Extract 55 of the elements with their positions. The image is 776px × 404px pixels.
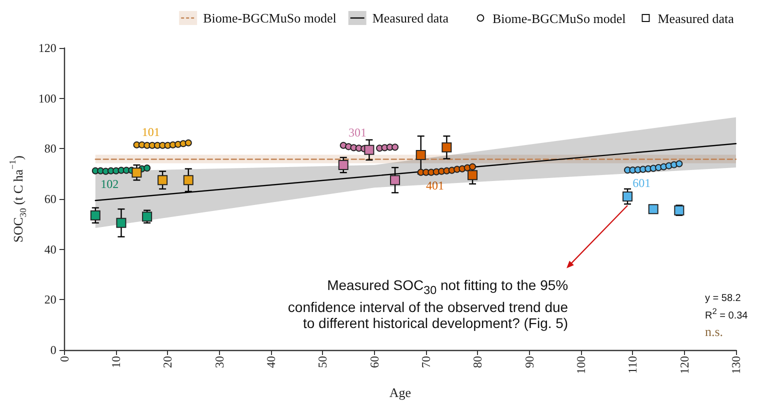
x-tick-label: 0 <box>57 356 72 362</box>
point <box>142 212 152 222</box>
point <box>622 191 633 202</box>
point <box>90 210 100 220</box>
x-tick-label: 40 <box>264 356 278 368</box>
x-tick-label: 100 <box>574 356 588 374</box>
point <box>158 175 168 186</box>
point <box>116 218 126 228</box>
y-tick-label: 80 <box>44 142 56 156</box>
point <box>392 144 399 151</box>
y-axis-title: SOC30 (t C ha−1) <box>8 155 28 243</box>
point <box>469 163 476 170</box>
point <box>132 168 142 178</box>
point <box>468 170 478 180</box>
x-tick-label: 50 <box>316 356 330 368</box>
x-tick-label: 80 <box>470 356 485 368</box>
x-tick-label: 30 <box>212 356 226 368</box>
x-tick-label: 120 <box>677 356 692 374</box>
series-label: 601 <box>632 176 651 190</box>
x-tick-label: 20 <box>160 356 175 368</box>
annotation: Measured SOC$_{30}$ not fitting to the 95% confidence interval of the observed trend due to different historical development? (Fig. 5) <box>286 277 568 331</box>
x-tick-label: 110 <box>626 356 640 374</box>
text: Biome-BGCMuSo model <box>492 11 626 27</box>
x-tick-label: 130 <box>729 356 743 374</box>
point <box>184 139 192 146</box>
y-tick-label: 0 <box>50 343 56 357</box>
legend-label: Biome-BGCMuSo model <box>203 10 337 26</box>
point <box>416 150 426 160</box>
point <box>676 160 683 168</box>
point <box>338 160 348 170</box>
annotation: y = 58.2 <box>705 293 741 304</box>
series-label: 101 <box>142 124 160 139</box>
annotation: n.s. <box>705 324 724 340</box>
point <box>442 142 452 152</box>
text: Measured data <box>658 11 734 27</box>
y-tick-label: 60 <box>44 192 56 206</box>
point <box>144 164 151 172</box>
x-tick-label: 90 <box>522 356 536 368</box>
legend-label: Measured data <box>372 10 449 26</box>
y-tick-label: 120 <box>38 41 56 55</box>
x-tick-label: 60 <box>367 356 382 368</box>
series-label: 102 <box>100 176 119 191</box>
x-tick-label: 10 <box>109 356 124 368</box>
series-label: 301 <box>348 125 367 140</box>
y-tick-label: 40 <box>44 242 56 256</box>
point <box>390 175 400 186</box>
x-axis-title: Age <box>389 385 412 400</box>
point <box>364 144 374 155</box>
x-tick-label: 70 <box>419 356 434 368</box>
y-tick-label: 20 <box>44 292 56 307</box>
series-label: 401 <box>426 178 444 192</box>
annotation: R$^{2}$ = 0.34 <box>705 306 748 322</box>
point <box>648 204 658 214</box>
y-tick-label: 100 <box>38 91 56 106</box>
point <box>183 175 194 186</box>
